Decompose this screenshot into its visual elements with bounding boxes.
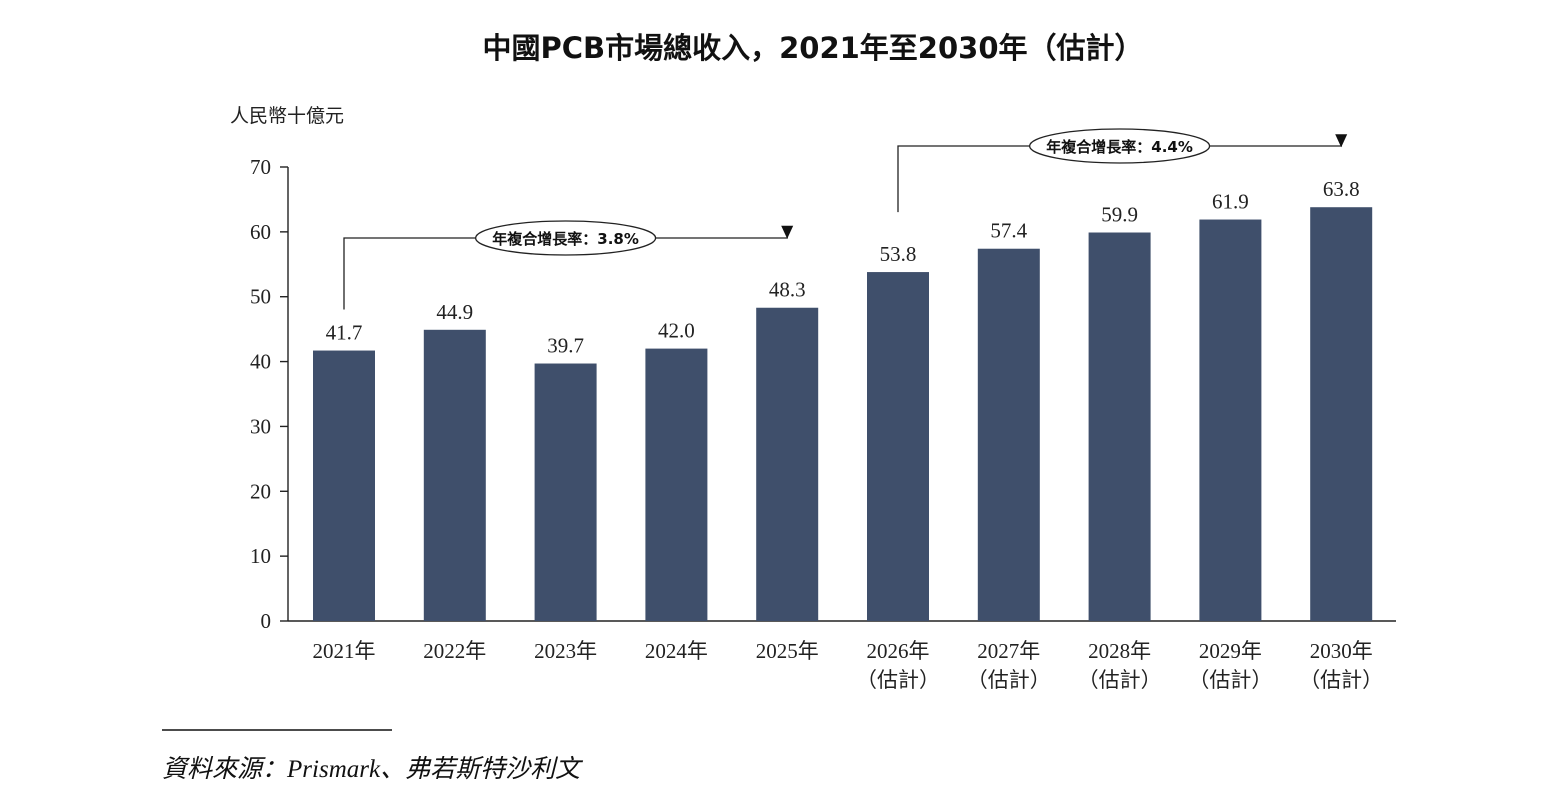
x-tick-sublabel: （估計） xyxy=(1078,668,1162,692)
bar-series xyxy=(313,207,1373,621)
x-tick-label: 2026年 xyxy=(867,639,930,663)
value-labels: 41.7 44.9 39.7 42.0 48.3 53.8 57.4 59.9 61.9 63.8 xyxy=(326,177,1360,357)
bar xyxy=(756,307,819,621)
x-tick-label: 2027年 xyxy=(977,639,1040,663)
x-tick-label: 2028年 xyxy=(1088,639,1151,663)
bar xyxy=(1088,232,1151,621)
y-tick-label: 40 xyxy=(250,350,271,374)
y-tick-label: 0 xyxy=(261,609,272,633)
cagr-annotations: 年複合增長率：3.8% 年複合增長率：4.4% xyxy=(343,128,1348,310)
y-tick-label: 20 xyxy=(250,479,271,503)
bar-value-label: 61.9 xyxy=(1212,190,1249,214)
source-note: 資料來源：Prismark、弗若斯特沙利文 xyxy=(162,755,583,783)
bar-value-label: 39.7 xyxy=(547,334,584,358)
source-latin: Prismark xyxy=(286,756,381,783)
bar-value-label: 57.4 xyxy=(990,219,1027,243)
y-tick-label: 60 xyxy=(250,220,271,244)
cagr-annotation: 年複合增長率：4.4% xyxy=(897,128,1348,213)
y-tick-label: 50 xyxy=(250,285,271,309)
bar xyxy=(313,350,375,621)
bar-value-label: 41.7 xyxy=(326,321,363,345)
y-axis-label: 人民幣十億元 xyxy=(230,105,344,127)
cagr-label: 年複合增長率：4.4% xyxy=(1046,138,1193,156)
cagr-arrowhead xyxy=(1335,134,1348,148)
x-tick-sublabel: （估計） xyxy=(856,668,940,692)
bar-value-label: 48.3 xyxy=(769,278,806,302)
bar-value-label: 59.9 xyxy=(1101,203,1138,227)
bar xyxy=(1199,219,1262,621)
chart-title: 中國PCB市場總收入，2021年至2030年（估計） xyxy=(482,31,1143,65)
x-tick-label: 2029年 xyxy=(1199,639,1262,663)
cagr-label: 年複合增長率：3.8% xyxy=(492,230,639,248)
x-tick-label: 2024年 xyxy=(645,639,708,663)
x-tick-sublabel: （估計） xyxy=(967,668,1051,692)
x-tick-sublabel: （估計） xyxy=(1299,668,1383,692)
y-tick-label: 30 xyxy=(250,414,271,438)
x-tick-label: 2022年 xyxy=(423,639,486,663)
source-prefix: 資料來源： xyxy=(162,756,287,783)
bar xyxy=(534,363,597,621)
cagr-bubble xyxy=(1028,128,1211,164)
bar xyxy=(1310,207,1373,621)
bar-value-label: 44.9 xyxy=(436,300,473,324)
x-tick-label: 2021年 xyxy=(313,639,376,663)
bar-value-label: 42.0 xyxy=(658,319,695,343)
bar xyxy=(423,329,486,621)
y-tick-label: 10 xyxy=(250,544,271,568)
y-tick-label: 70 xyxy=(250,155,271,179)
bar xyxy=(867,272,929,621)
source-rest: 、弗若斯特沙利文 xyxy=(380,755,583,783)
cagr-bubble xyxy=(474,220,657,256)
x-tick-label: 2030年 xyxy=(1310,639,1373,663)
x-tick-sublabel: （估計） xyxy=(1188,668,1272,692)
cagr-arrowhead xyxy=(781,225,794,239)
bar xyxy=(645,348,708,621)
x-tick-label: 2025年 xyxy=(756,639,819,663)
y-axis: 0 10 20 30 40 50 60 70 xyxy=(250,155,289,633)
x-tick-label: 2023年 xyxy=(534,639,597,663)
cagr-annotation: 年複合增長率：3.8% xyxy=(343,220,794,310)
bar-value-label: 53.8 xyxy=(880,242,917,266)
bar xyxy=(977,248,1040,621)
x-axis: 2021年 2022年 2023年 2024年 2025年 2026年 （估計） 2027年 （… xyxy=(288,620,1396,692)
bar-value-label: 63.8 xyxy=(1323,177,1360,201)
